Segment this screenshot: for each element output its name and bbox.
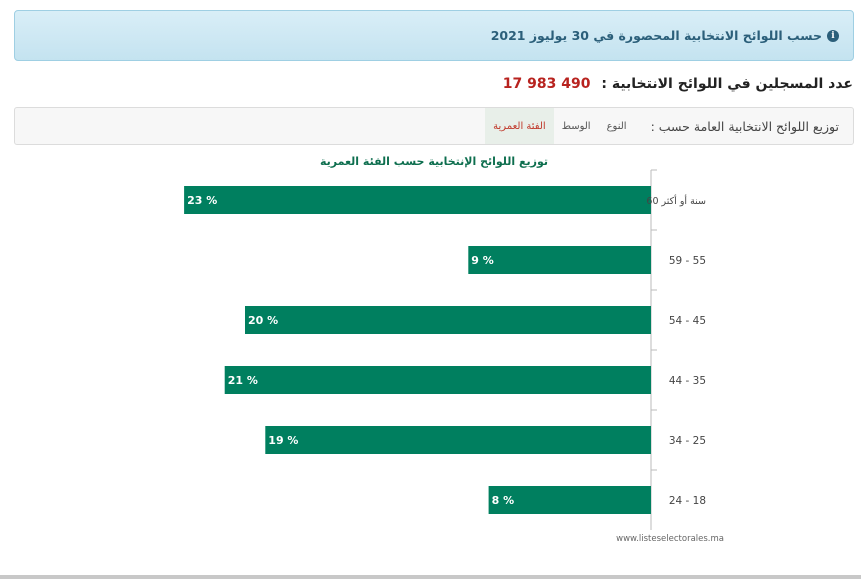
bar[interactable] [184,186,651,214]
page-bottom-border [0,575,861,579]
category-label: 24 - 18 [669,495,706,507]
chart-title: توزيع اللوائح الإنتخابية حسب الفئة العمر… [320,155,548,168]
registered-label: عدد المسجلين في اللوائح الانتخابية : [601,76,853,92]
banner-text: حسب اللوائح الانتخابية المحصورة في 30 يو… [490,28,822,43]
category-label: 44 - 35 [669,375,706,387]
category-label: 54 - 45 [669,315,706,327]
bar[interactable] [245,306,651,334]
tab-area[interactable]: الوسط [561,120,591,132]
bar-data-label: 20 % [248,314,278,327]
category-label: 59 - 55 [669,255,706,267]
registered-count: عدد المسجلين في اللوائح الانتخابية : 490… [503,76,853,92]
bar[interactable] [468,246,651,274]
bar[interactable] [488,486,651,514]
bar-data-label: 8 % [492,494,515,507]
info-icon: i [827,29,839,42]
category-label: 60 سنة أو أكثر [646,194,706,207]
tabs-label: توزيع اللوائح الانتخابية العامة حسب : [650,118,839,134]
bar-data-label: 9 % [471,254,494,267]
bar-data-label: 23 % [187,194,217,207]
registered-value: 490 983 17 [502,76,591,92]
bar-data-label: 19 % [268,434,298,447]
distribution-tabs: توزيع اللوائح الانتخابية العامة حسب : ال… [14,107,854,145]
tab-gender[interactable]: النوع [606,120,627,132]
tab-age-group[interactable]: الفئة العمرية [485,108,554,144]
age-distribution-chart: توزيع اللوائح الإنتخابية حسب الفئة العمر… [0,145,861,565]
category-label: 34 - 25 [669,435,706,447]
bar[interactable] [265,426,651,454]
bar[interactable] [224,366,651,394]
chart-svg: توزيع اللوائح الإنتخابية حسب الفئة العمر… [184,155,724,544]
bar-data-label: 21 % [228,374,258,387]
info-banner: i حسب اللوائح الانتخابية المحصورة في 30 … [14,10,854,61]
chart-credit: www.listeselectorales.ma [616,534,724,544]
